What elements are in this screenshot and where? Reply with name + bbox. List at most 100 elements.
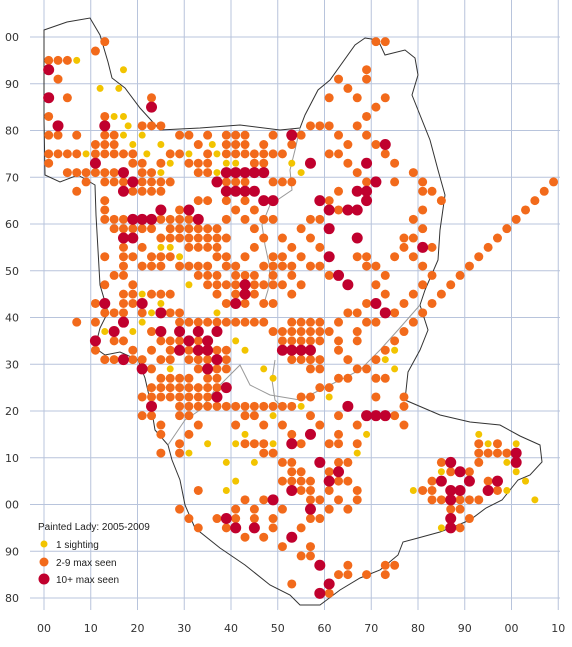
record-dot xyxy=(72,168,82,178)
record-dot xyxy=(137,411,147,421)
record-dot xyxy=(156,177,166,187)
record-dot xyxy=(221,401,231,411)
x-axis-label: 70 xyxy=(364,622,378,635)
internal-boundary xyxy=(271,359,281,406)
record-dot xyxy=(221,317,231,327)
record-dot xyxy=(174,326,186,338)
record-dot xyxy=(502,224,512,234)
record-dot xyxy=(305,327,315,337)
record-dot xyxy=(175,130,185,140)
record-dot xyxy=(249,270,259,280)
record-dot xyxy=(175,411,185,421)
record-dot xyxy=(193,392,203,402)
record-dot xyxy=(324,383,334,393)
record-dot xyxy=(240,495,250,505)
record-dot xyxy=(100,308,110,318)
record-dot xyxy=(118,252,128,262)
record-dot xyxy=(184,233,194,243)
record-dot xyxy=(165,392,175,402)
record-dot xyxy=(184,242,194,252)
record-dot xyxy=(156,214,166,224)
record-dot xyxy=(259,261,269,271)
record-dot xyxy=(129,141,137,149)
record-dot xyxy=(212,242,222,252)
record-dot xyxy=(390,252,400,262)
record-dot xyxy=(109,308,119,318)
record-dot xyxy=(399,233,409,243)
record-dot xyxy=(399,401,409,411)
record-dot xyxy=(110,112,118,120)
y-axis-label: 80 xyxy=(5,125,19,138)
record-dot xyxy=(286,484,298,496)
record-dot xyxy=(165,224,175,234)
record-dot xyxy=(118,261,128,271)
record-dot xyxy=(53,55,63,65)
record-dot xyxy=(287,579,297,589)
record-dot xyxy=(380,270,390,280)
record-dot xyxy=(175,439,185,449)
record-dot xyxy=(232,440,240,448)
record-dot xyxy=(193,523,203,533)
record-dot xyxy=(249,149,259,159)
record-dot xyxy=(503,486,511,494)
record-dot xyxy=(202,344,214,356)
record-dot xyxy=(408,233,418,243)
record-dot xyxy=(351,232,363,244)
record-dot xyxy=(203,242,213,252)
record-dot xyxy=(361,185,373,197)
record-dot xyxy=(475,430,483,438)
record-dot xyxy=(240,298,250,308)
record-dot xyxy=(267,494,279,506)
record-dot xyxy=(267,195,279,207)
record-dot xyxy=(240,140,250,150)
record-dot xyxy=(184,224,194,234)
record-dot xyxy=(324,504,334,514)
record-dot xyxy=(287,140,297,150)
record-dot xyxy=(315,317,325,327)
record-dot xyxy=(352,308,362,318)
record-dot xyxy=(277,476,287,486)
record-dot xyxy=(324,149,334,159)
record-dot xyxy=(296,392,306,402)
record-dot xyxy=(221,177,231,187)
record-dot xyxy=(212,252,222,262)
record-dot xyxy=(482,484,494,496)
record-dot xyxy=(72,317,82,327)
record-dot xyxy=(474,448,484,458)
record-dot xyxy=(90,168,100,178)
record-dot xyxy=(221,130,231,140)
record-dot xyxy=(296,130,306,140)
record-dot xyxy=(175,401,185,411)
record-dot xyxy=(446,280,456,290)
record-dot xyxy=(118,336,128,346)
record-dot xyxy=(259,420,269,430)
record-dot xyxy=(323,204,335,216)
record-dot xyxy=(379,307,391,319)
record-dot xyxy=(464,467,474,477)
record-dot xyxy=(379,139,391,151)
record-dot xyxy=(287,242,297,252)
record-dot xyxy=(343,457,353,467)
record-dot xyxy=(343,83,353,93)
record-dot xyxy=(44,111,54,121)
record-dot xyxy=(128,224,138,234)
record-dot xyxy=(240,532,250,542)
record-dot xyxy=(137,158,147,168)
record-dot xyxy=(530,196,540,206)
record-dot xyxy=(240,270,250,280)
record-dot xyxy=(220,185,232,197)
record-dot xyxy=(99,297,111,309)
record-dot xyxy=(212,345,222,355)
record-dot xyxy=(510,447,522,459)
record-dot xyxy=(277,457,287,467)
record-dot xyxy=(213,309,221,317)
record-dot xyxy=(147,121,157,131)
record-dot xyxy=(334,429,344,439)
record-dot xyxy=(213,169,221,177)
record-dot xyxy=(231,205,241,215)
record-dot xyxy=(549,177,559,187)
record-dot xyxy=(315,355,325,365)
record-dot xyxy=(127,176,139,188)
record-dot xyxy=(418,485,428,495)
record-dot xyxy=(305,261,315,271)
